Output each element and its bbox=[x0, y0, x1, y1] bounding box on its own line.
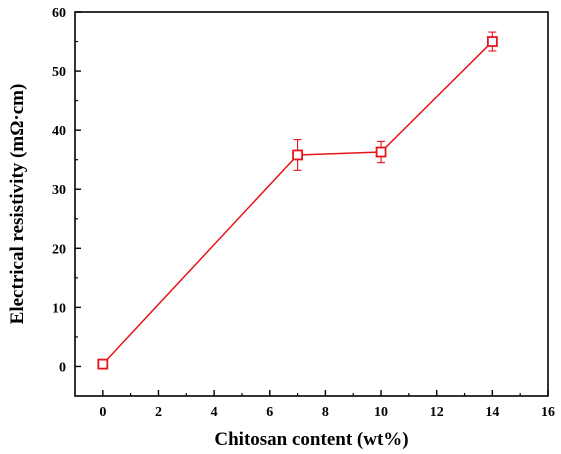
x-tick-label: 14 bbox=[485, 405, 499, 420]
x-tick-label: 6 bbox=[266, 405, 273, 420]
data-point-marker bbox=[486, 36, 498, 47]
y-axis-ticks: 0 10 20 30 40 50 60 bbox=[52, 6, 81, 375]
y-tick-label: 10 bbox=[52, 301, 66, 316]
y-tick-label: 40 bbox=[52, 124, 66, 139]
data-point-marker bbox=[292, 149, 303, 161]
y-tick-label: 60 bbox=[52, 6, 66, 21]
x-axis-title: Chitosan content (wt%) bbox=[214, 429, 408, 450]
data-point-marker bbox=[97, 358, 109, 370]
x-tick-label: 0 bbox=[99, 405, 106, 420]
y-tick-label: 50 bbox=[52, 65, 66, 80]
x-tick-label: 12 bbox=[430, 405, 444, 420]
y-tick-label: 20 bbox=[52, 242, 66, 257]
y-tick-label: 0 bbox=[59, 360, 66, 375]
x-tick-label: 16 bbox=[541, 405, 555, 420]
series-line bbox=[102, 41, 493, 365]
y-axis-title: Electrical resistivity (mΩ·cm) bbox=[7, 84, 28, 325]
x-tick-label: 8 bbox=[322, 405, 329, 420]
y-tick-label: 30 bbox=[52, 183, 66, 198]
x-tick-label: 10 bbox=[374, 405, 388, 420]
x-axis-ticks: 0 2 4 6 8 10 12 14 16 bbox=[99, 390, 555, 420]
x-tick-label: 4 bbox=[211, 405, 218, 420]
x-tick-label: 2 bbox=[155, 405, 162, 420]
plot-frame bbox=[74, 11, 549, 397]
data-point-marker bbox=[375, 146, 387, 158]
series-layer bbox=[97, 31, 498, 370]
